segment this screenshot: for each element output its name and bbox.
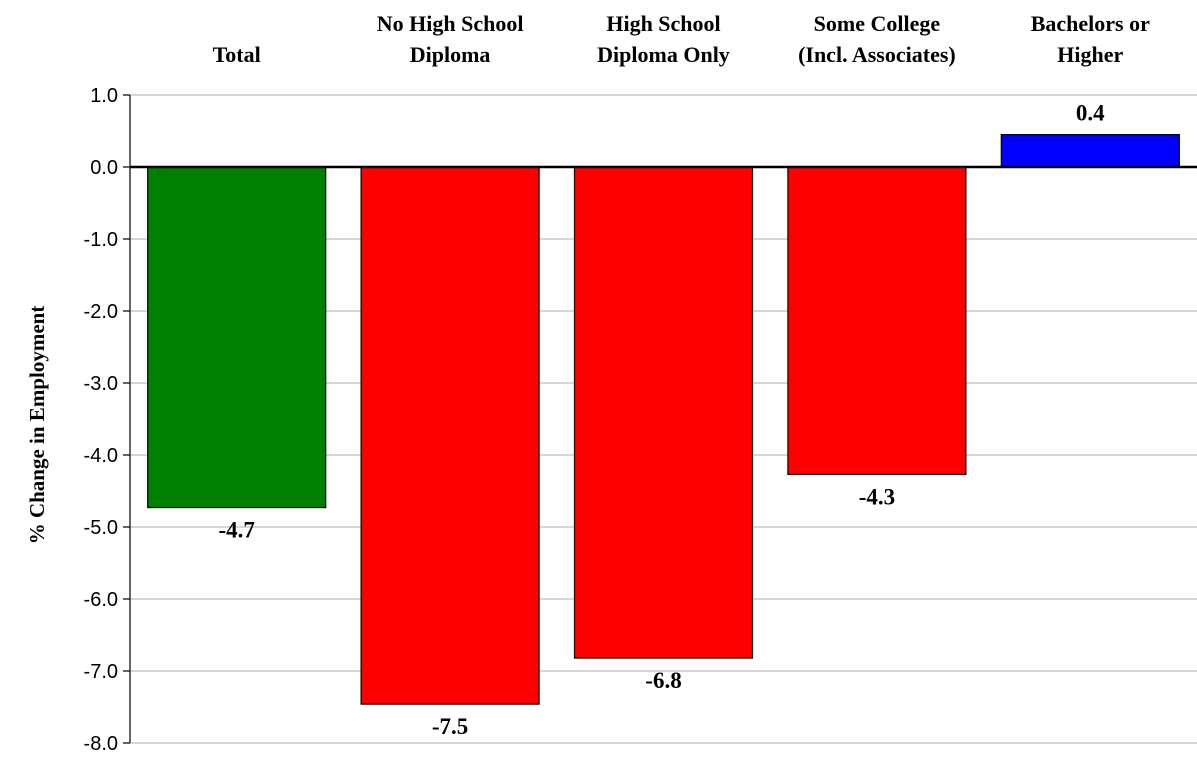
category-label: Higher — [1057, 42, 1123, 67]
y-tick-label: -7.0 — [84, 661, 118, 683]
bar — [1000, 134, 1180, 168]
y-axis-title: % Change in Employment — [25, 306, 49, 545]
y-tick-label: 0.0 — [90, 157, 118, 179]
category-label: No High School — [377, 11, 524, 36]
y-tick-label: -1.0 — [84, 229, 118, 251]
bar — [787, 166, 967, 476]
data-label: -6.8 — [645, 668, 681, 693]
data-label: -4.3 — [859, 484, 895, 509]
y-tick-label: -4.0 — [84, 445, 118, 467]
category-label: Diploma Only — [597, 42, 730, 67]
category-label: (Incl. Associates) — [798, 42, 956, 67]
category-label: Some College — [814, 11, 941, 36]
y-tick-label: -2.0 — [84, 301, 118, 323]
axes — [123, 94, 1197, 744]
data-label: -7.5 — [432, 714, 468, 739]
labels: 1.0 0.0 -1.0 -2.0 -3.0 -4.0 -5.0 -6.0 -7.0 -8.0 -4… — [84, 11, 1151, 755]
data-label: -4.7 — [218, 518, 254, 543]
category-label: High School — [606, 11, 720, 36]
data-label: 0.4 — [1076, 101, 1105, 126]
category-label: Total — [213, 42, 261, 67]
y-tick-label: 1.0 — [90, 85, 118, 107]
bar — [573, 166, 754, 659]
y-tick-label: -5.0 — [84, 517, 118, 539]
category-label: Bachelors or — [1031, 11, 1150, 36]
bar — [147, 166, 327, 509]
y-tick-label: -8.0 — [84, 733, 118, 755]
bar — [360, 166, 540, 705]
y-tick-label: -6.0 — [84, 589, 118, 611]
bars — [147, 134, 1180, 705]
category-label: Diploma — [410, 42, 491, 67]
y-tick-label: -3.0 — [84, 373, 118, 395]
